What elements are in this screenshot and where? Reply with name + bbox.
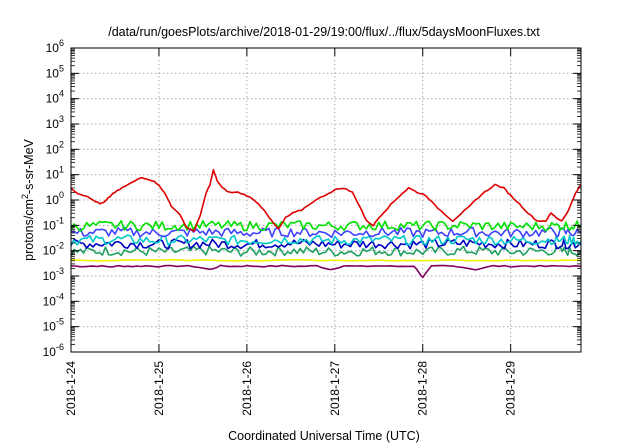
series-line (70, 238, 582, 250)
series-line (70, 226, 582, 239)
series-line (70, 234, 582, 246)
y-tick-label: 10-6 (43, 342, 64, 359)
y-tick-label: 105 (46, 63, 64, 80)
y-tick-label: 10-5 (43, 317, 64, 334)
series-line (70, 245, 582, 257)
x-tick-label: 2018-1-26 (240, 361, 254, 416)
ticks (70, 47, 581, 353)
y-tick-label: 104 (46, 89, 64, 106)
series-line (70, 219, 582, 232)
y-axis-label: protons/cm2-s-sr-MeV (20, 138, 36, 260)
x-tick-label: 2018-1-28 (416, 361, 430, 416)
x-tick-label: 2018-1-25 (152, 361, 166, 416)
y-tick-label: 103 (46, 114, 64, 131)
y-axis-label-rest: -s-sr-MeV (22, 138, 36, 194)
x-tick-label: 2018-1-27 (328, 361, 342, 416)
y-tick-label: 10-3 (43, 266, 64, 283)
y-tick-label: 102 (46, 139, 64, 156)
series-line (70, 258, 582, 262)
x-tick-label: 2018-1-29 (504, 361, 518, 416)
y-tick-labels: 10-6 10-5 10-4 10-3 10-2 10-1 100 101 102 103 104 1… (43, 38, 64, 359)
series-layer (70, 169, 582, 279)
y-axis-label-base: protons/cm (22, 199, 36, 261)
grid (71, 48, 581, 352)
y-axis-label-sup: 2 (20, 194, 30, 199)
y-tick-label: 101 (46, 165, 64, 182)
series-line (70, 264, 582, 279)
x-tick-label: 2018-1-24 (64, 361, 78, 416)
y-tick-label: 100 (46, 190, 64, 207)
y-tick-label: 10-1 (43, 215, 64, 232)
y-tick-label: 10-2 (43, 241, 64, 258)
x-tick-labels: 2018-1-24 2018-1-25 2018-1-26 2018-1-27 2018… (64, 361, 518, 416)
x-axis-label: Coordinated Universal Time (UTC) (228, 429, 420, 443)
series-line (70, 169, 582, 233)
y-tick-label: 106 (46, 38, 64, 55)
y-tick-label: 10-4 (43, 291, 64, 308)
chart-title: /data/run/goesPlots/archive/2018-01-29/1… (108, 25, 540, 39)
